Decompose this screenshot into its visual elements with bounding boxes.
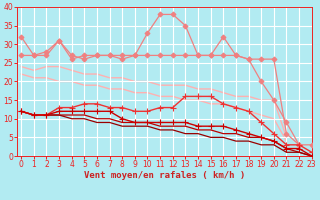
X-axis label: Vent moyen/en rafales ( km/h ): Vent moyen/en rafales ( km/h ): [84, 171, 245, 180]
